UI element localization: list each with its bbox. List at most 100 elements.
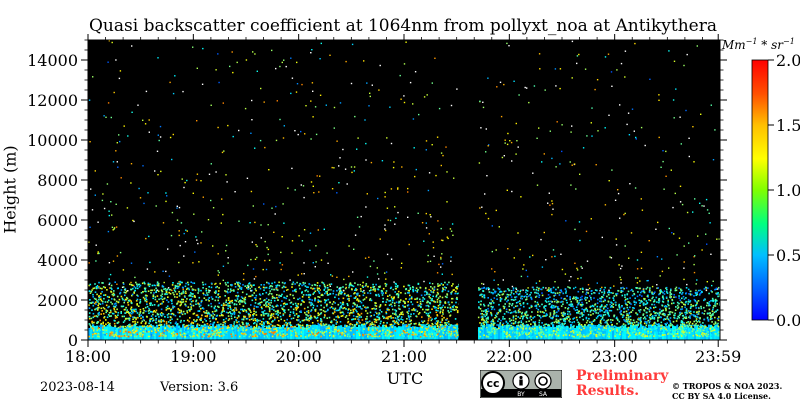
- backscatter-pixel: [249, 314, 251, 316]
- backscatter-pixel: [610, 292, 613, 294]
- backscatter-pixel: [689, 300, 692, 302]
- backscatter-pixel: [602, 328, 605, 331]
- backscatter-pixel: [596, 335, 599, 338]
- backscatter-pixel: [356, 329, 358, 331]
- backscatter-pixel: [694, 331, 697, 333]
- backscatter-pixel: [231, 309, 234, 312]
- backscatter-pixel: [348, 285, 351, 287]
- backscatter-pixel: [651, 292, 653, 295]
- backscatter-pixel: [192, 326, 194, 328]
- backscatter-pixel: [156, 283, 159, 285]
- backscatter-pixel: [645, 307, 647, 309]
- backscatter-pixel: [508, 309, 511, 311]
- backscatter-pixel: [101, 287, 103, 290]
- backscatter-pixel: [290, 317, 293, 320]
- backscatter-pixel: [372, 286, 374, 288]
- backscatter-pixel: [340, 286, 342, 289]
- backscatter-pixel: [630, 329, 632, 331]
- backscatter-pixel: [633, 332, 636, 334]
- backscatter-pixel: [145, 290, 147, 293]
- backscatter-pixel: [653, 306, 655, 309]
- backscatter-pixel: [399, 308, 401, 310]
- backscatter-pixel: [367, 285, 369, 288]
- backscatter-pixel: [625, 310, 628, 313]
- backscatter-pixel: [383, 328, 386, 330]
- backscatter-pixel: [217, 294, 219, 296]
- backscatter-pixel: [374, 333, 376, 336]
- backscatter-pixel: [685, 309, 688, 312]
- backscatter-pixel: [644, 316, 646, 318]
- backscatter-pixel: [560, 289, 562, 291]
- backscatter-pixel: [150, 318, 153, 320]
- backscatter-pixel: [390, 286, 393, 289]
- backscatter-pixel: [555, 314, 558, 317]
- backscatter-pixel: [653, 303, 656, 306]
- backscatter-pixel: [499, 308, 502, 311]
- backscatter-pixel: [171, 312, 174, 315]
- backscatter-pixel: [400, 312, 402, 314]
- backscatter-pixel: [552, 315, 555, 317]
- backscatter-pixel: [218, 331, 220, 334]
- backscatter-pixel: [433, 335, 435, 338]
- backscatter-pixel: [123, 308, 126, 311]
- backscatter-pixel: [626, 313, 628, 315]
- backscatter-pixel: [655, 311, 657, 314]
- backscatter-pixel: [285, 321, 287, 324]
- backscatter-pixel: [613, 299, 615, 301]
- backscatter-pixel: [238, 323, 241, 326]
- backscatter-pixel: [180, 310, 183, 313]
- backscatter-pixel: [133, 324, 135, 326]
- backscatter-pixel: [380, 311, 383, 313]
- backscatter-pixel: [530, 323, 532, 325]
- backscatter-pixel: [632, 319, 635, 322]
- backscatter-pixel: [659, 292, 661, 295]
- backscatter-pixel: [442, 284, 444, 286]
- backscatter-pixel: [160, 289, 163, 291]
- backscatter-pixel: [416, 291, 419, 294]
- backscatter-pixel: [324, 286, 327, 288]
- backscatter-pixel: [654, 322, 657, 325]
- backscatter-pixel: [219, 326, 221, 329]
- backscatter-pixel: [414, 298, 416, 300]
- backscatter-pixel: [493, 329, 495, 332]
- backscatter-pixel: [110, 301, 112, 304]
- backscatter-pixel: [124, 330, 127, 333]
- backscatter-pixel: [561, 300, 563, 303]
- backscatter-pixel: [88, 315, 91, 318]
- backscatter-pixel: [310, 301, 313, 304]
- backscatter-pixel: [139, 302, 141, 304]
- backscatter-pixel: [153, 327, 156, 330]
- backscatter-pixel: [389, 315, 391, 318]
- backscatter-pixel: [303, 334, 306, 337]
- backscatter-pixel: [135, 318, 137, 321]
- backscatter-pixel: [710, 316, 712, 318]
- backscatter-pixel: [206, 323, 209, 325]
- backscatter-pixel: [589, 327, 592, 329]
- backscatter-pixel: [630, 318, 632, 321]
- backscatter-pixel: [307, 290, 309, 293]
- backscatter-pixel: [320, 324, 323, 327]
- backscatter-pixel: [217, 330, 219, 333]
- backscatter-pixel: [319, 308, 322, 311]
- backscatter-pixel: [254, 319, 257, 322]
- backscatter-pixel: [622, 334, 625, 337]
- backscatter-pixel: [237, 288, 239, 291]
- backscatter-pixel: [583, 334, 585, 336]
- backscatter-pixel: [212, 334, 214, 337]
- backscatter-pixel: [382, 292, 384, 294]
- backscatter-pixel: [233, 331, 236, 334]
- backscatter-pixel: [393, 313, 396, 315]
- backscatter-pixel: [558, 322, 561, 324]
- backscatter-pixel: [569, 304, 571, 306]
- backscatter-pixel: [161, 333, 163, 335]
- backscatter-pixel: [609, 309, 611, 312]
- backscatter-pixel: [578, 310, 580, 313]
- backscatter-pixel: [423, 320, 426, 322]
- surface-column: [660, 324, 663, 340]
- backscatter-pixel: [263, 328, 265, 331]
- backscatter-pixel: [638, 318, 640, 320]
- backscatter-pixel: [300, 335, 302, 337]
- backscatter-pixel: [248, 335, 251, 338]
- backscatter-pixel: [454, 332, 457, 334]
- backscatter-pixel: [501, 293, 504, 296]
